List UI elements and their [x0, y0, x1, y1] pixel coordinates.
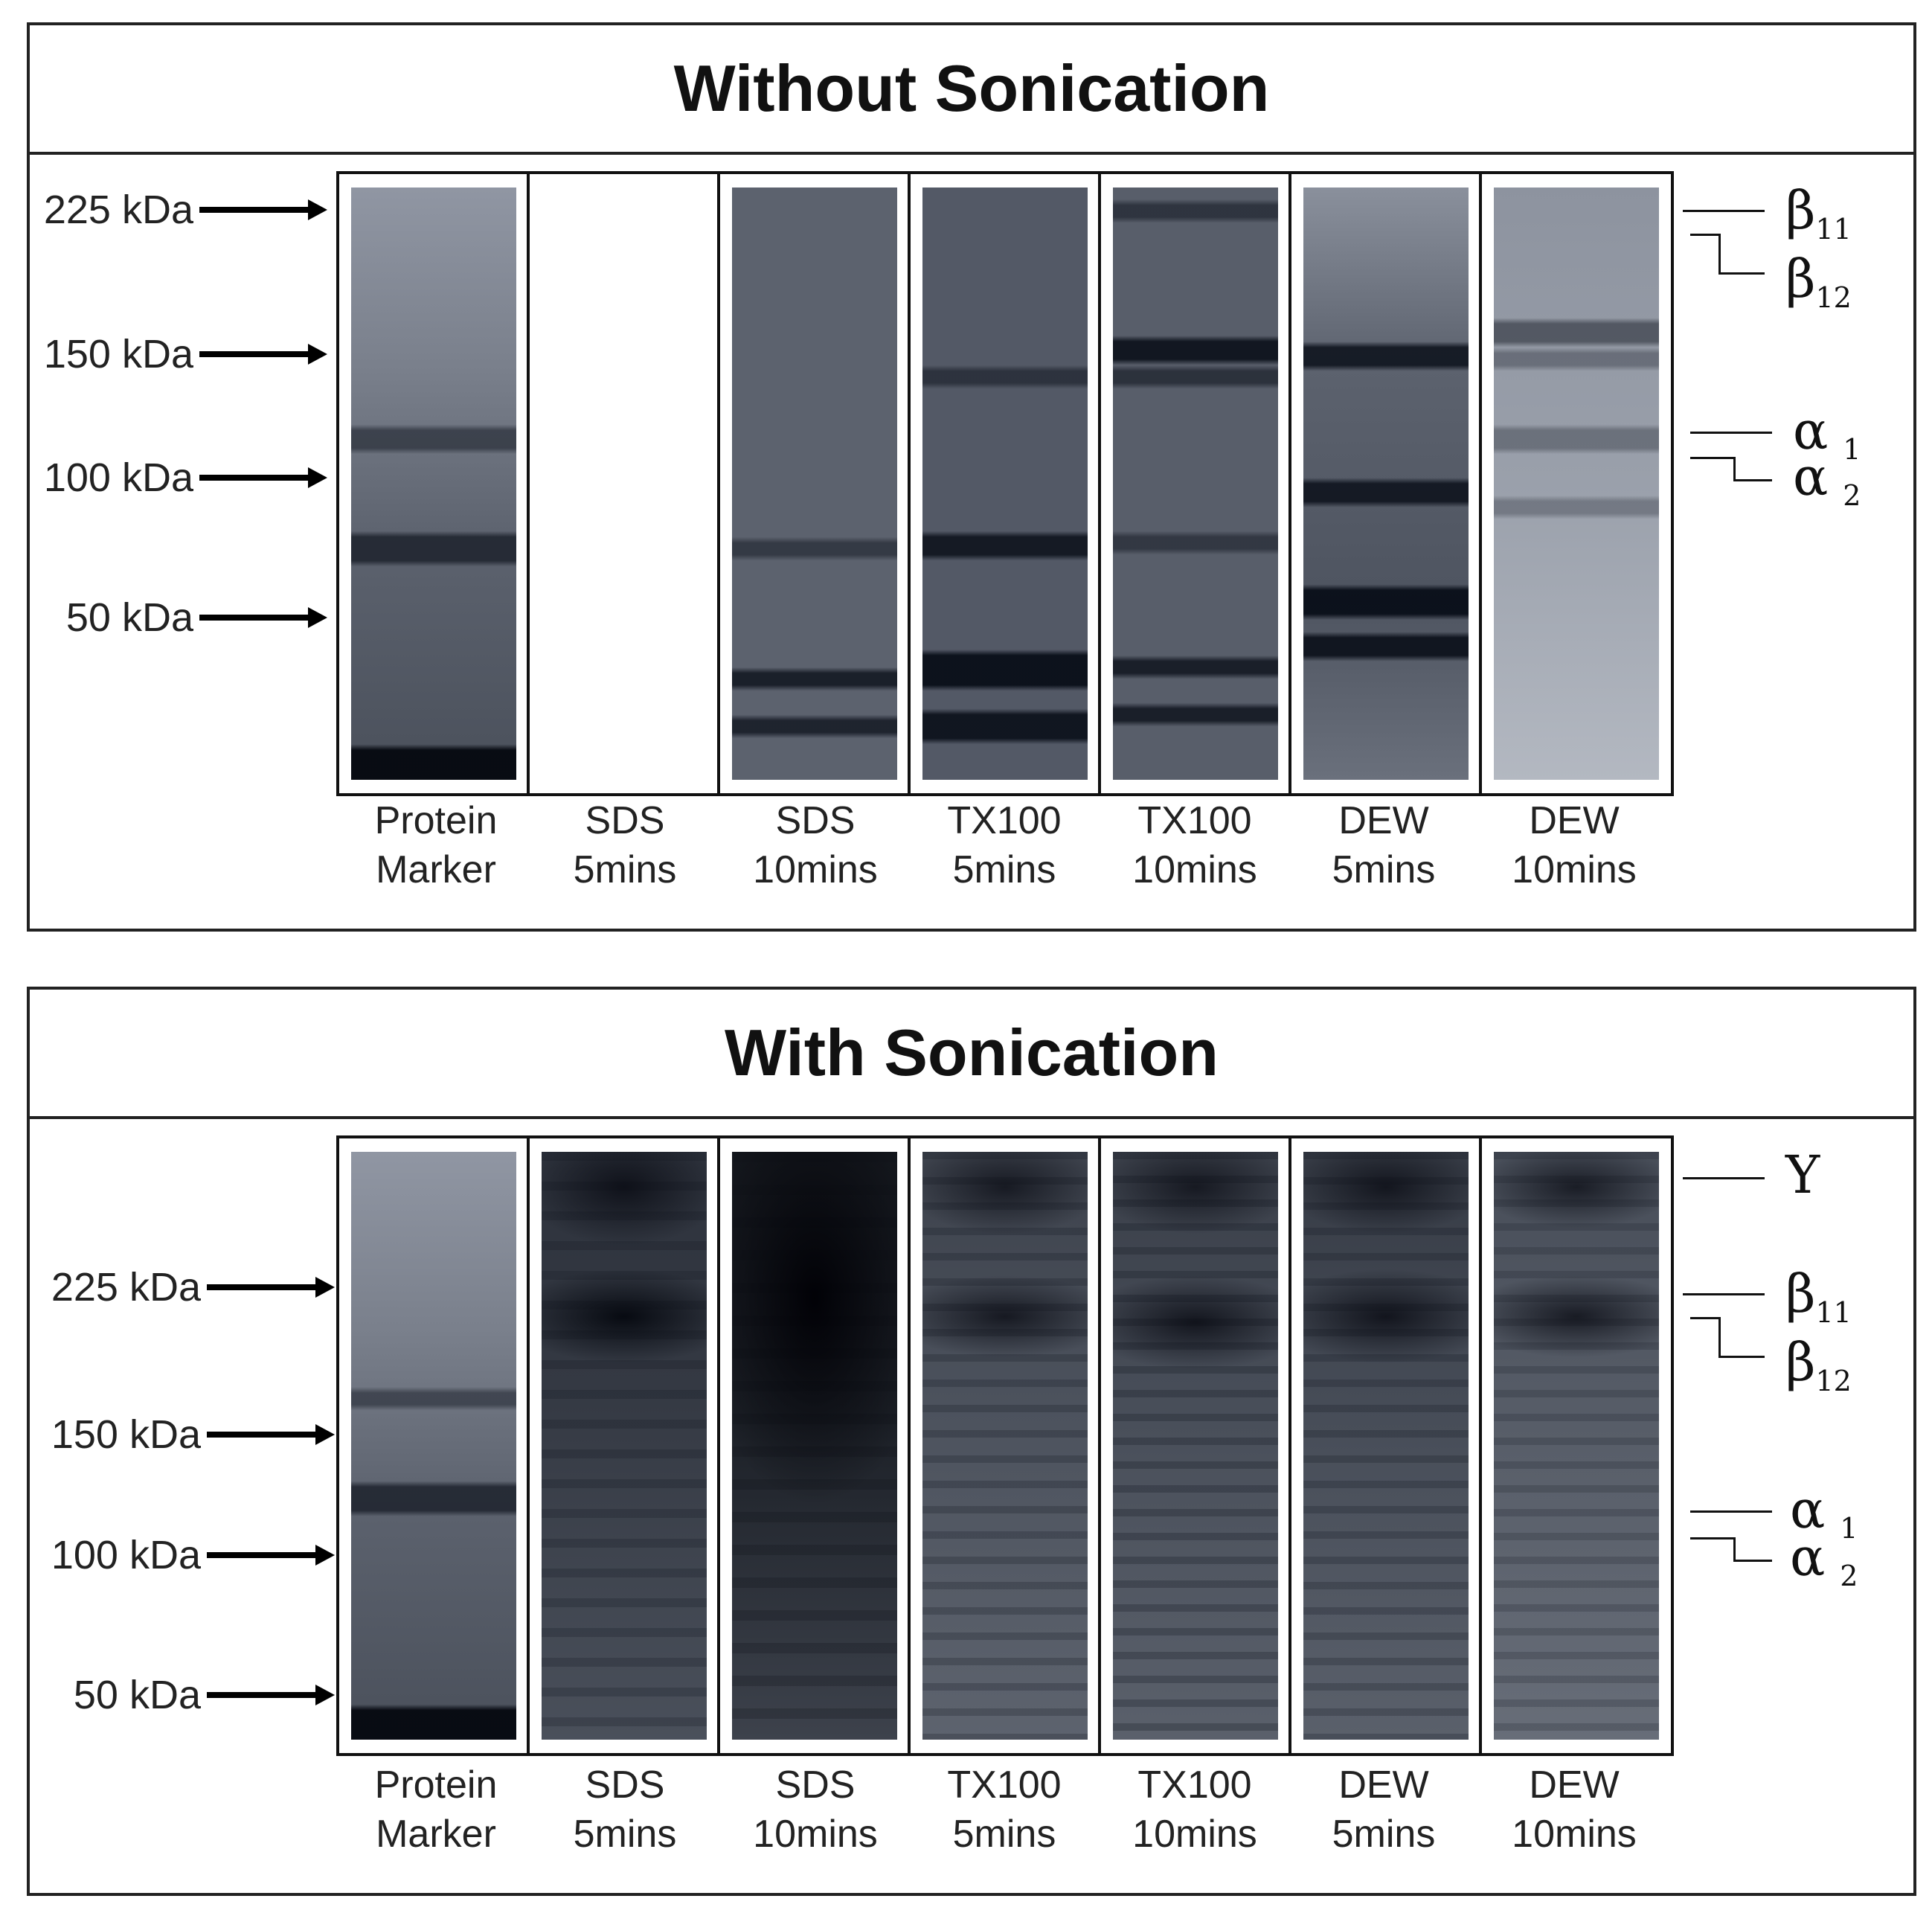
gel-image [732, 1152, 897, 1740]
annotation-line [1690, 1537, 1735, 1539]
lane-label-sds-5: SDS 5mins [573, 799, 677, 891]
gel-lane-sds-5 [527, 1135, 722, 1756]
arrow-icon [207, 1284, 318, 1290]
gel-lane-sds-10 [717, 171, 912, 796]
gel-lane-sds-5 [527, 171, 722, 796]
lane-label-tx100-10: TX100 10mins [1132, 799, 1257, 891]
gel-lane-protein-marker [336, 1135, 531, 1756]
arrow-icon [199, 615, 311, 621]
gel-lane-dew-10 [1479, 1135, 1674, 1756]
lane-label-tx100-5: TX100 5mins [947, 799, 1062, 891]
panel-with-sonication: With Sonication 225 kDa 150 kDa 100 kDa … [27, 987, 1916, 1896]
lane-label-tx100-10: TX100 10mins [1132, 1763, 1257, 1856]
gel-image [732, 188, 897, 780]
lane-label-sds-10: SDS 10mins [753, 799, 878, 891]
gel-image [1303, 188, 1469, 780]
annotation-line [1690, 1510, 1772, 1513]
gel-image [1113, 1152, 1278, 1740]
gel-image [542, 188, 707, 780]
marker-100: 100 kDa [30, 455, 327, 500]
lane-label-dew-5: DEW 5mins [1332, 1763, 1436, 1856]
annotation-line [1690, 234, 1720, 236]
panel-without-sonication: Without Sonication 225 kDa 150 kDa 100 k… [27, 22, 1916, 932]
annotation-line [1690, 1317, 1720, 1319]
gel-image [351, 188, 516, 780]
gel-image [1494, 1152, 1659, 1740]
marker-150: 150 kDa [30, 1412, 335, 1457]
arrow-icon [199, 475, 311, 481]
marker-label: 100 kDa [51, 1533, 201, 1577]
lane-label-dew-10: DEW 10mins [1512, 799, 1637, 891]
gel-lane-dew-5 [1288, 1135, 1483, 1756]
marker-label: 100 kDa [43, 455, 193, 500]
annotation-line [1690, 457, 1735, 459]
annotation-line [1733, 1560, 1772, 1562]
marker-label: 150 kDa [43, 332, 193, 377]
marker-label: 150 kDa [51, 1412, 201, 1457]
marker-label: 50 kDa [65, 595, 193, 640]
gel-image [922, 1152, 1088, 1740]
lane-label-dew-10: DEW 10mins [1512, 1763, 1637, 1856]
annotation-line [1718, 234, 1721, 274]
annotation-line [1683, 1177, 1765, 1179]
gel-image [351, 1152, 516, 1740]
annotation-line [1733, 1537, 1736, 1561]
gel-lane-dew-10 [1479, 171, 1674, 796]
gel-lane-tx100-10 [1098, 171, 1293, 796]
marker-label: 50 kDa [73, 1673, 201, 1717]
annotation-line [1683, 210, 1765, 212]
annotation-line [1733, 479, 1772, 481]
annotation-gamma: Y [1785, 1144, 1820, 1205]
marker-225: 225 kDa [30, 188, 327, 232]
arrow-icon [207, 1692, 318, 1698]
annotation-beta12: β12 [1785, 1332, 1852, 1397]
lane-label-protein-marker: Protein Marker [374, 1763, 498, 1856]
gel-image [1494, 188, 1659, 780]
marker-150: 150 kDa [30, 332, 327, 377]
lane-label-sds-5: SDS 5mins [573, 1763, 677, 1856]
marker-225: 225 kDa [30, 1265, 335, 1310]
gel-lane-protein-marker [336, 171, 531, 796]
lane-label-tx100-5: TX100 5mins [947, 1763, 1062, 1856]
gel-image [542, 1152, 707, 1740]
arrow-icon [199, 351, 311, 357]
panel-title: With Sonication [30, 990, 1913, 1119]
lane-label-dew-5: DEW 5mins [1332, 799, 1436, 891]
marker-label: 225 kDa [43, 188, 193, 232]
gel-lane-dew-5 [1288, 171, 1483, 796]
annotation-beta11: β11 [1785, 1263, 1852, 1329]
lane-label-protein-marker: Protein Marker [374, 799, 498, 891]
gel-lane-sds-10 [717, 1135, 912, 1756]
marker-50: 50 kDa [30, 595, 327, 640]
gel-image [1303, 1152, 1469, 1740]
gel-image [1113, 188, 1278, 780]
marker-50: 50 kDa [30, 1673, 335, 1717]
panel-title: Without Sonication [30, 25, 1913, 155]
arrow-icon [207, 1552, 318, 1558]
gel-lane-tx100-10 [1098, 1135, 1293, 1756]
arrow-icon [207, 1432, 318, 1438]
arrow-icon [199, 207, 311, 213]
annotation-beta11: β11 [1785, 180, 1852, 246]
marker-100: 100 kDa [30, 1533, 335, 1577]
annotation-line [1683, 1293, 1765, 1295]
annotation-line [1690, 432, 1772, 434]
gel-image [922, 188, 1088, 780]
gel-lane-tx100-5 [908, 1135, 1103, 1756]
annotation-line [1733, 457, 1736, 481]
lane-label-sds-10: SDS 10mins [753, 1763, 878, 1856]
annotation-line [1718, 1356, 1765, 1358]
annotation-line [1718, 272, 1765, 275]
annotation-line [1718, 1317, 1721, 1357]
marker-label: 225 kDa [51, 1265, 201, 1310]
annotation-beta12: β12 [1785, 249, 1852, 314]
gel-lane-tx100-5 [908, 171, 1103, 796]
